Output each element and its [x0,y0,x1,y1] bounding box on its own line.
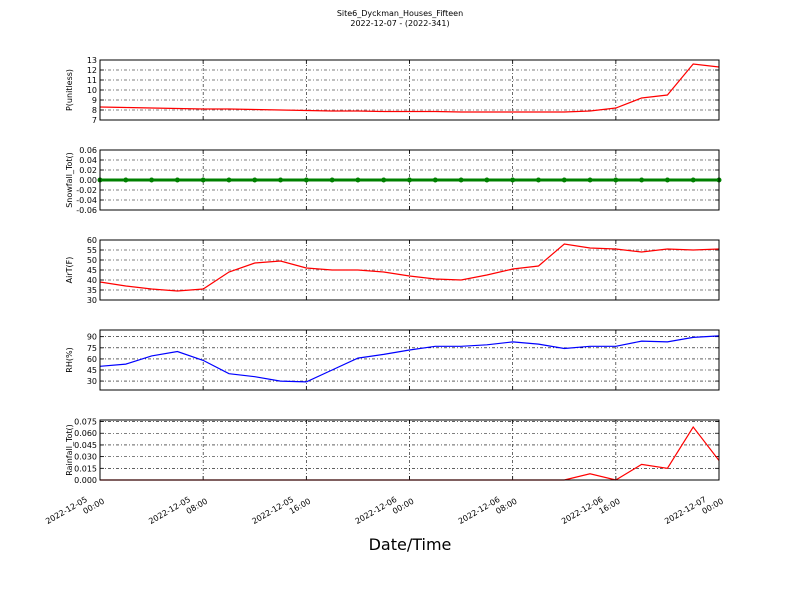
data-point [123,177,129,183]
y-tick-label: 30 [87,377,97,386]
y-tick-label: 0.015 [74,464,97,473]
data-point [484,177,490,183]
data-line [99,243,720,292]
y-tick-label: 0.075 [74,418,97,427]
y-tick-label: 10 [87,86,97,95]
data-point [510,177,516,183]
axes-frame [99,59,720,121]
y-tick-label: 0.000 [74,476,97,485]
y-tick-label: 7 [92,116,97,125]
y-tick-label: 45 [87,366,97,375]
data-point [303,177,309,183]
data-point [329,177,335,183]
x-tick-label: 2022-12-0516:00 [250,488,312,535]
y-tick-label: 13 [87,56,97,65]
y-tick-label: 0.045 [74,441,97,450]
data-point [355,177,361,183]
y-tick-label: 0.00 [79,176,97,185]
axes-frame [99,419,720,481]
y-tick-label: 75 [87,344,97,353]
x-axis-label: Date/Time [369,535,452,554]
y-tick-label: 30 [87,296,97,305]
y-tick-label: 50 [87,256,97,265]
data-point [613,177,619,183]
data-point [252,177,258,183]
subtitle: 2022-12-07 - (2022-341) [350,19,449,28]
y-tick-label: 0.060 [74,429,97,438]
y-tick-label: 55 [87,246,97,255]
data-line [99,335,720,383]
data-point [226,177,232,183]
y-tick-label: 90 [87,333,97,342]
x-tick-label: 2022-12-0600:00 [354,488,416,535]
y-tick-label: 45 [87,266,97,275]
y-tick-label: 12 [87,66,97,75]
data-point [664,177,670,183]
data-point [561,177,567,183]
y-tick-label: 0.02 [79,166,97,175]
axes-frame [99,329,720,391]
y-axis-label: P(unitless) [65,69,74,111]
x-tick-label: 2022-12-0700:00 [663,488,725,535]
y-tick-label: -0.06 [76,206,97,215]
y-tick-label: 60 [87,236,97,245]
y-tick-label: 0.030 [74,453,97,462]
y-tick-label: 0.04 [79,156,97,165]
x-tick-label: 2022-12-0616:00 [560,488,622,535]
x-tick-label: 2022-12-0608:00 [457,488,519,535]
data-point [278,177,284,183]
title: Site6_Dyckman_Houses_Fifteen [337,9,463,18]
data-point [149,177,155,183]
data-point [535,177,541,183]
data-point [432,177,438,183]
y-tick-label: 60 [87,355,97,364]
y-tick-label: 11 [87,76,97,85]
data-point [200,177,206,183]
y-axis-label: Rainfall_Tot() [65,424,74,476]
y-axis-label: RH(%) [65,347,74,372]
y-tick-label: 0.06 [79,146,97,155]
x-tick-label: 2022-12-0508:00 [147,488,209,535]
data-point [381,177,387,183]
y-tick-label: -0.02 [76,186,97,195]
x-tick-label: 2022-12-0500:00 [44,488,106,535]
data-point [458,177,464,183]
y-axis-label: Snowfall_Tot() [65,152,74,208]
data-point [407,177,412,183]
data-point [174,177,180,183]
axes-frame [99,149,720,211]
y-tick-label: 9 [92,96,97,105]
y-axis-label: AirT(F) [65,257,74,284]
y-tick-label: 40 [87,276,97,285]
y-tick-label: -0.04 [76,196,97,205]
axes-frame [99,239,720,301]
data-point [587,177,593,183]
data-point [690,177,696,183]
data-point [639,177,645,183]
y-tick-label: 35 [87,286,97,295]
data-line [99,63,720,113]
y-tick-label: 8 [92,106,97,115]
